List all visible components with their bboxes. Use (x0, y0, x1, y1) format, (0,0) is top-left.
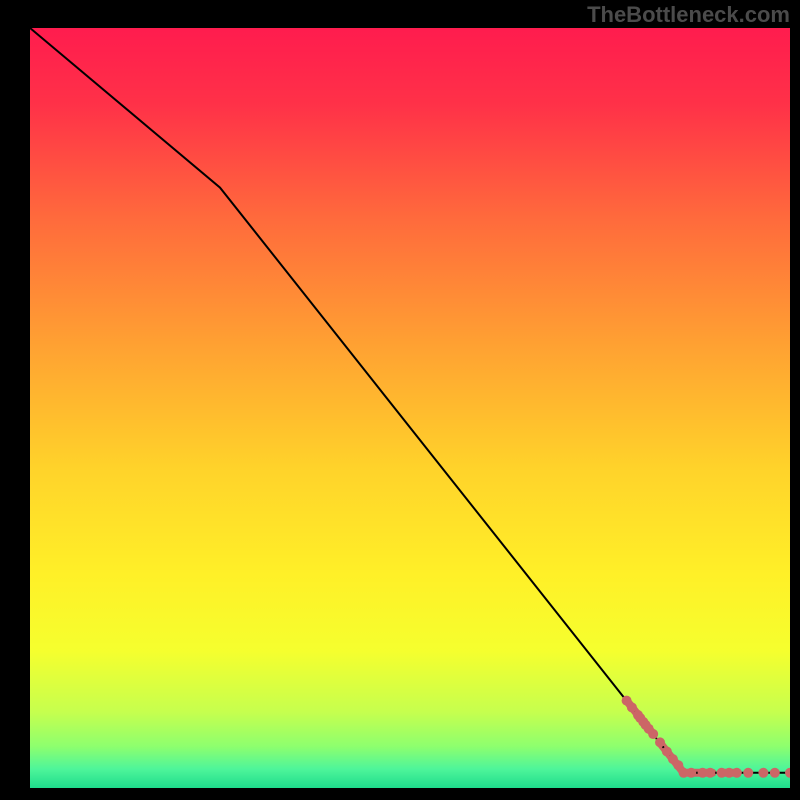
marker-dot (785, 768, 790, 778)
chart-container: TheBottleneck.com (0, 0, 800, 800)
watermark-text: TheBottleneck.com (587, 2, 790, 28)
marker-dot (770, 768, 780, 778)
marker-dot (758, 768, 768, 778)
marker-dot (743, 768, 753, 778)
marker-dot (732, 768, 742, 778)
marker-dot (655, 737, 665, 747)
plot-area (30, 28, 790, 788)
marker-dot (686, 768, 696, 778)
marker-points (622, 696, 790, 778)
main-line (30, 28, 790, 773)
marker-dot (648, 729, 658, 739)
marker-dot (705, 768, 715, 778)
chart-overlay (30, 28, 790, 788)
